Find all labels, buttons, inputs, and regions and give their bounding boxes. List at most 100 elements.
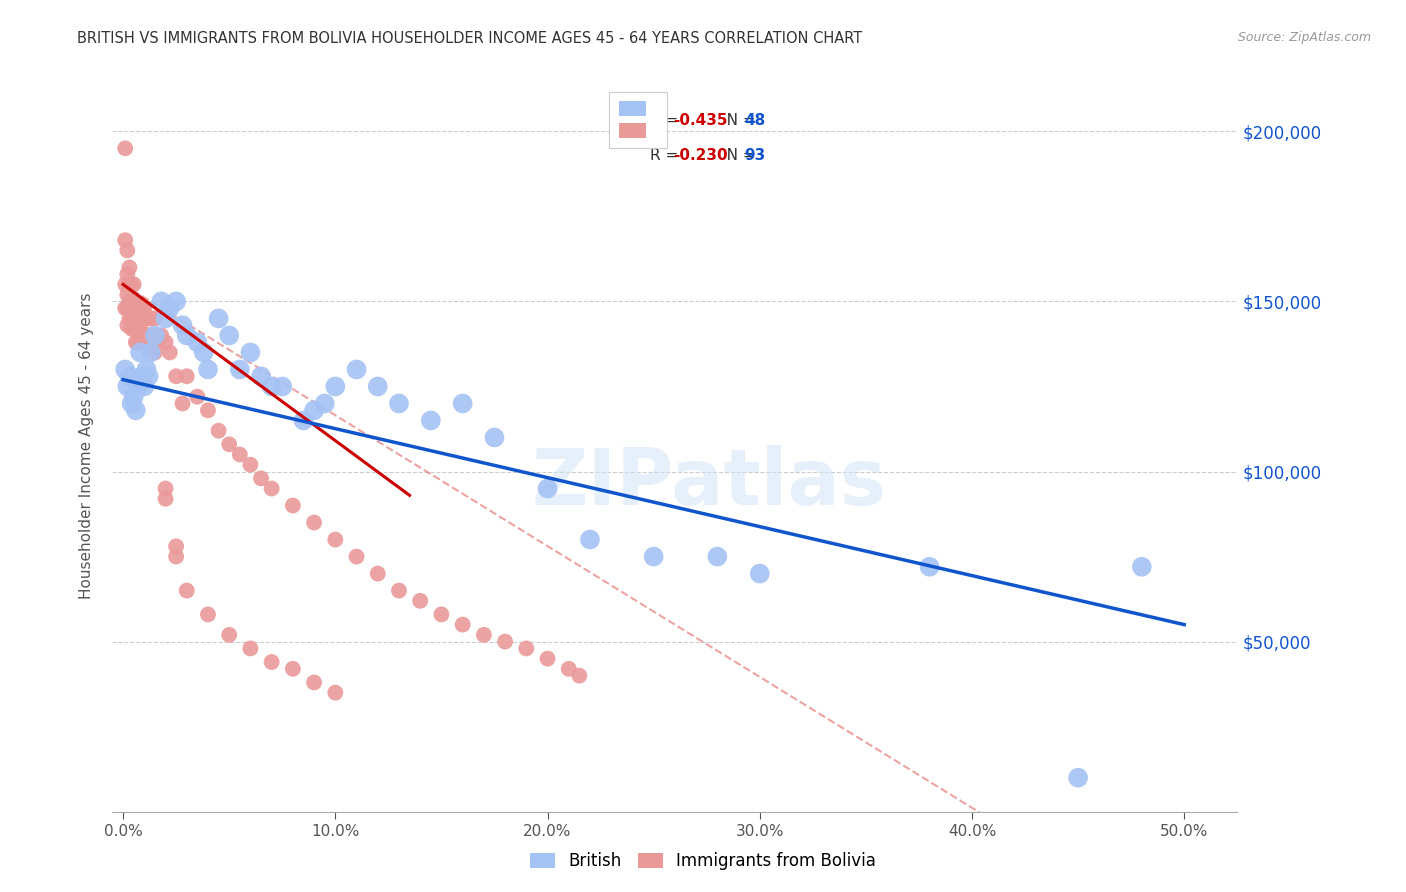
Point bbox=[150, 328, 173, 343]
Point bbox=[239, 641, 262, 656]
Text: R =: R = bbox=[650, 113, 683, 128]
Point bbox=[122, 390, 145, 404]
Y-axis label: Householder Income Ages 45 - 64 years: Householder Income Ages 45 - 64 years bbox=[79, 293, 94, 599]
Point bbox=[117, 287, 139, 301]
Point bbox=[281, 499, 304, 513]
Text: 48: 48 bbox=[745, 113, 766, 128]
Point bbox=[143, 345, 166, 359]
Point bbox=[748, 566, 770, 581]
Point bbox=[129, 345, 152, 359]
Point bbox=[134, 328, 156, 343]
Point bbox=[121, 311, 143, 326]
Point bbox=[135, 311, 157, 326]
Point bbox=[150, 294, 173, 309]
Point bbox=[176, 583, 198, 598]
Text: -0.230: -0.230 bbox=[672, 147, 727, 162]
Point bbox=[302, 675, 325, 690]
Point bbox=[388, 583, 411, 598]
Text: N =: N = bbox=[711, 113, 761, 128]
Point bbox=[388, 396, 411, 410]
Point bbox=[239, 458, 262, 472]
Point bbox=[122, 301, 145, 316]
Text: -0.435: -0.435 bbox=[672, 113, 727, 128]
Point bbox=[159, 345, 181, 359]
Point bbox=[125, 403, 148, 417]
Point bbox=[127, 379, 149, 393]
Point bbox=[197, 403, 219, 417]
Point bbox=[568, 668, 591, 682]
Point bbox=[451, 617, 474, 632]
Point bbox=[229, 362, 252, 376]
Point bbox=[129, 335, 152, 350]
Point bbox=[143, 328, 166, 343]
Point bbox=[579, 533, 602, 547]
Point bbox=[260, 482, 283, 496]
Point bbox=[134, 379, 156, 393]
Point bbox=[122, 311, 145, 326]
Point bbox=[1130, 559, 1153, 574]
Point bbox=[323, 686, 346, 700]
Point bbox=[558, 662, 581, 676]
Point bbox=[176, 328, 198, 343]
Point bbox=[419, 413, 441, 427]
Point bbox=[197, 362, 219, 376]
Point bbox=[176, 369, 198, 384]
Legend: , : , bbox=[609, 92, 668, 148]
Point bbox=[197, 607, 219, 622]
Point bbox=[314, 396, 336, 410]
Point bbox=[302, 516, 325, 530]
Point bbox=[430, 607, 453, 622]
Point bbox=[165, 369, 187, 384]
Point bbox=[131, 328, 153, 343]
Point bbox=[135, 362, 157, 376]
Point bbox=[114, 233, 136, 247]
Point bbox=[451, 396, 474, 410]
Point bbox=[143, 311, 166, 326]
Point bbox=[239, 345, 262, 359]
Point bbox=[125, 321, 148, 335]
Point bbox=[139, 345, 162, 359]
Point bbox=[131, 301, 153, 316]
Point bbox=[346, 362, 368, 376]
Point bbox=[172, 396, 194, 410]
Text: N =: N = bbox=[711, 147, 761, 162]
Point bbox=[118, 369, 141, 384]
Text: Source: ZipAtlas.com: Source: ZipAtlas.com bbox=[1237, 31, 1371, 45]
Point bbox=[186, 335, 208, 350]
Point bbox=[165, 540, 187, 554]
Point bbox=[117, 379, 139, 393]
Point bbox=[122, 277, 145, 292]
Point bbox=[135, 328, 157, 343]
Point bbox=[129, 321, 152, 335]
Point bbox=[271, 379, 294, 393]
Point bbox=[250, 471, 273, 485]
Point bbox=[122, 294, 145, 309]
Point bbox=[139, 328, 162, 343]
Point bbox=[138, 328, 160, 343]
Point bbox=[155, 335, 177, 350]
Point bbox=[129, 301, 152, 316]
Point bbox=[409, 594, 432, 608]
Point bbox=[138, 311, 160, 326]
Point bbox=[127, 321, 149, 335]
Point bbox=[281, 662, 304, 676]
Point bbox=[121, 321, 143, 335]
Point bbox=[143, 328, 166, 343]
Point bbox=[117, 267, 139, 281]
Point bbox=[118, 294, 141, 309]
Point bbox=[159, 301, 181, 316]
Point bbox=[118, 277, 141, 292]
Point bbox=[367, 566, 389, 581]
Point bbox=[292, 413, 315, 427]
Text: 93: 93 bbox=[745, 147, 766, 162]
Text: BRITISH VS IMMIGRANTS FROM BOLIVIA HOUSEHOLDER INCOME AGES 45 - 64 YEARS CORRELA: BRITISH VS IMMIGRANTS FROM BOLIVIA HOUSE… bbox=[77, 31, 862, 46]
Point bbox=[250, 369, 273, 384]
Point bbox=[172, 318, 194, 333]
Point bbox=[125, 301, 148, 316]
Point bbox=[155, 491, 177, 506]
Point bbox=[1067, 771, 1090, 785]
Point bbox=[114, 301, 136, 316]
Point bbox=[207, 311, 229, 326]
Point bbox=[165, 549, 187, 564]
Point bbox=[515, 641, 537, 656]
